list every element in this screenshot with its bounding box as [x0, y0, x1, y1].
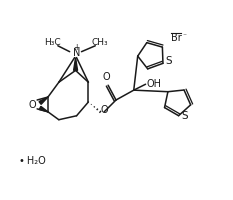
Text: • H₂O: • H₂O: [19, 156, 46, 166]
Text: Br: Br: [171, 33, 182, 43]
Text: OH: OH: [147, 79, 162, 89]
Text: ⁻: ⁻: [182, 31, 186, 40]
Text: N: N: [73, 48, 80, 58]
Polygon shape: [39, 106, 48, 112]
Text: H₃C: H₃C: [45, 38, 61, 47]
Text: +: +: [73, 43, 80, 52]
Text: O: O: [102, 72, 110, 82]
Text: S: S: [166, 56, 172, 66]
Polygon shape: [39, 97, 48, 104]
Text: O: O: [100, 105, 108, 115]
Text: CH₃: CH₃: [92, 38, 109, 47]
Text: O: O: [28, 100, 36, 110]
Polygon shape: [74, 58, 78, 70]
Text: S: S: [181, 111, 188, 121]
